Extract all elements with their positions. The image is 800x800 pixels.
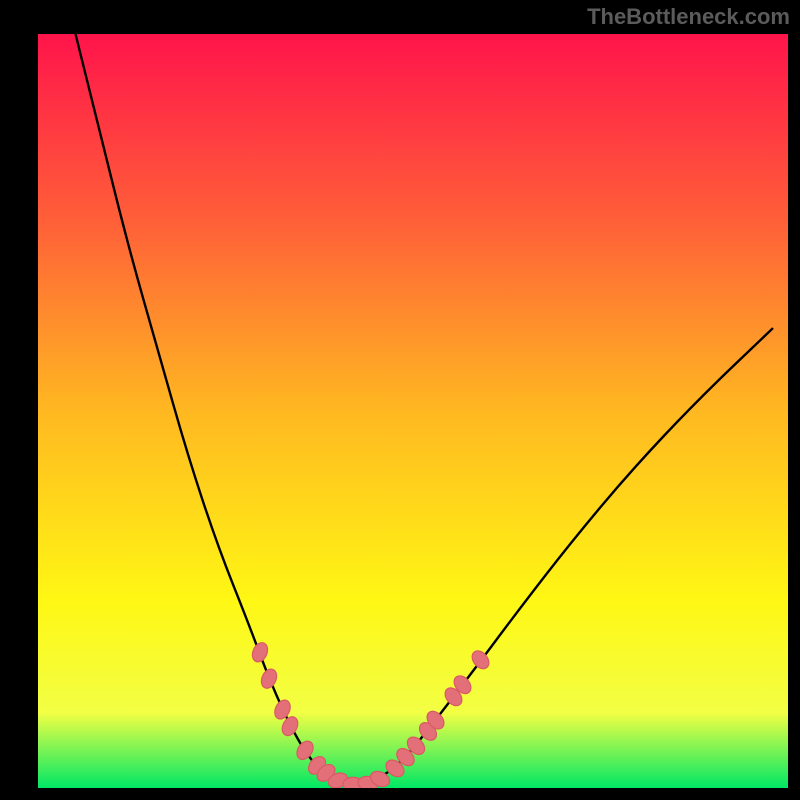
watermark-text: TheBottleneck.com (587, 4, 790, 30)
data-marker (250, 640, 271, 664)
highlighted-data-markers (250, 640, 493, 788)
chart-frame: TheBottleneck.com (0, 0, 800, 800)
plot-gradient-area (38, 34, 788, 788)
chart-svg-layer (38, 34, 788, 788)
v-curve-right-branch (361, 328, 774, 785)
data-marker (259, 667, 280, 691)
v-curve-left-branch (76, 34, 361, 785)
